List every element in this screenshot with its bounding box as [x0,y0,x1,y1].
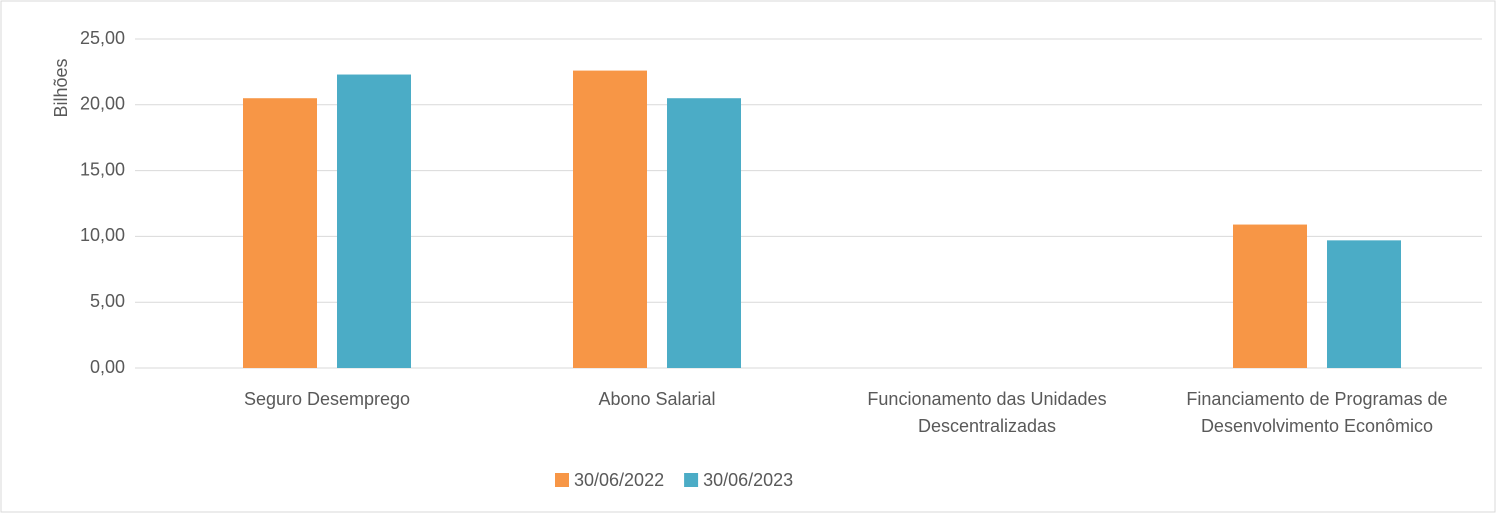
x-tick-label: Financiamento de Programas de Desenvolvim… [1186,389,1447,436]
x-tick-label: Abono Salarial [598,389,715,409]
bar [573,70,647,369]
bar [667,98,741,368]
x-tick-label: Funcionamento das Unidades Descentralizad… [867,389,1106,436]
legend-swatch [684,473,699,487]
y-tick-label: 10,00 [80,225,125,245]
y-tick-label: 25,00 [80,28,125,48]
bar [1233,224,1307,368]
y-tick-label: 20,00 [80,94,125,114]
y-tick-label: 5,00 [90,291,125,311]
bar [337,74,411,369]
bar [1327,240,1401,368]
y-tick-label: 0,00 [90,357,125,377]
bar [243,98,317,368]
y-axis-label: Bilhões [51,58,71,117]
legend-label: 30/06/2022 [574,470,664,490]
legend-label: 30/06/2023 [703,470,793,490]
legend-swatch [555,473,569,487]
y-tick-label: 15,00 [80,159,125,179]
x-tick-label: Seguro Desemprego [244,389,410,409]
